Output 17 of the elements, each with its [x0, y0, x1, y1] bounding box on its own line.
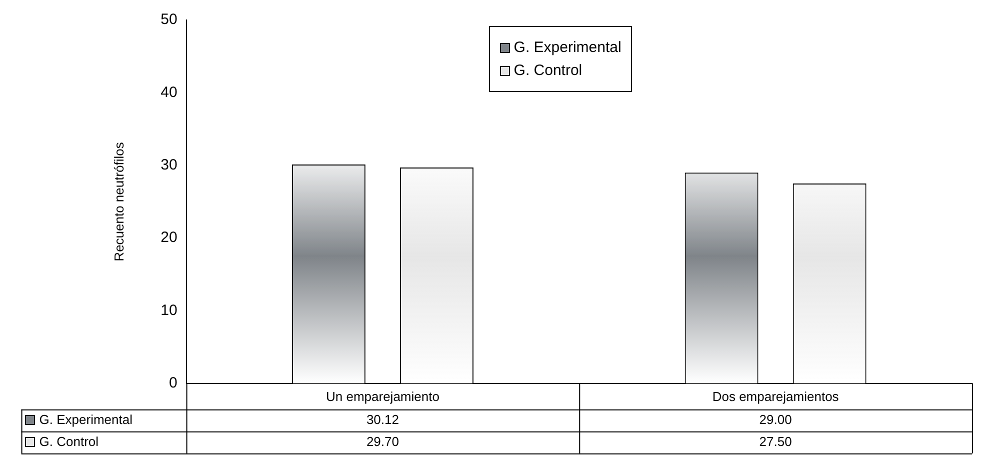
text: G. Control	[39, 434, 99, 449]
data-label: 29.70	[366, 434, 399, 449]
y-axis-title: Recuento neutrófilos	[111, 142, 126, 262]
y-tick-label: 0	[168, 374, 178, 392]
data-label: 30.12	[366, 412, 399, 427]
legend-label: G. Experimental	[514, 39, 622, 56]
y-tick-label: 40	[160, 84, 178, 101]
text: G. Experimental	[39, 412, 132, 427]
x-tick-label: Dos emparejamientos	[712, 388, 840, 404]
y-tick-label: 30	[160, 156, 178, 174]
legend-label: G. Control	[514, 62, 582, 79]
y-tick-label: 10	[160, 302, 178, 319]
y-tick-label: 50	[160, 11, 178, 28]
data-label: 27.50	[759, 434, 792, 449]
data-label: 29.00	[759, 412, 792, 427]
x-tick-label: Un emparejamiento	[326, 388, 440, 404]
y-tick-label: 20	[160, 229, 178, 246]
